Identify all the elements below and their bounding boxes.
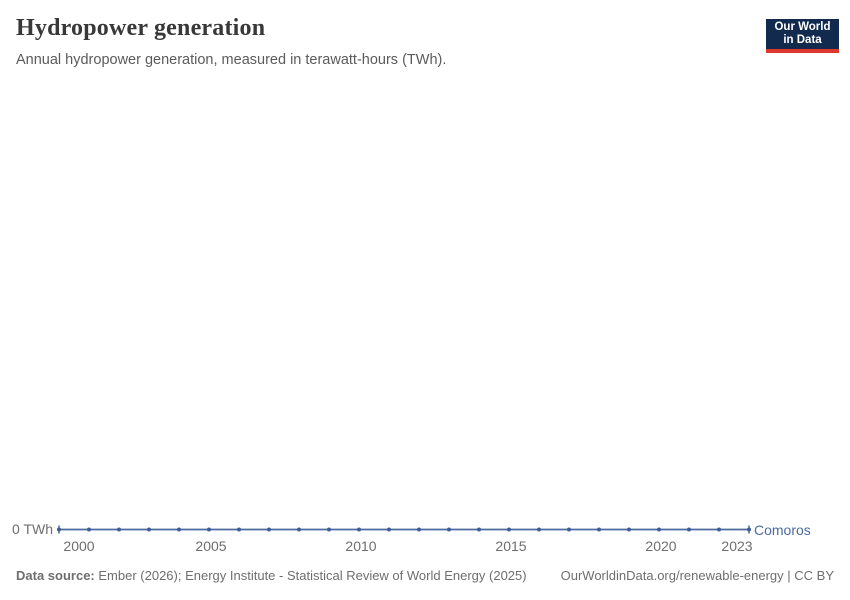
data-point-2014[interactable] [477,527,481,532]
data-point-2011[interactable] [387,527,391,532]
data-point-2022[interactable] [717,527,721,532]
series-label-comoros[interactable]: Comoros [754,521,811,538]
y-axis-zero-label: 0 TWh [12,521,53,537]
chart-footer: Data source: Ember (2026); Energy Instit… [16,568,834,583]
x-axis-label-2020: 2020 [645,538,677,554]
data-point-2023[interactable] [747,527,751,532]
data-point-2002[interactable] [117,527,121,532]
data-point-2001[interactable] [87,527,91,532]
owid-logo[interactable]: Our World in Data [766,19,839,53]
x-axis-label-2015: 2015 [495,538,527,554]
data-point-2000[interactable] [57,527,61,532]
data-point-2021[interactable] [687,527,691,532]
owid-url-link[interactable]: OurWorldinData.org/renewable-energy | CC… [560,568,834,583]
data-point-2008[interactable] [297,527,301,532]
data-point-2009[interactable] [327,527,331,532]
data-point-2015[interactable] [507,527,511,532]
data-point-2005[interactable] [207,527,211,532]
data-point-2004[interactable] [177,527,181,532]
data-point-2018[interactable] [597,527,601,532]
data-point-2017[interactable] [567,527,571,532]
data-source-label: Data source: [16,568,95,583]
chart-subtitle: Annual hydropower generation, measured i… [16,52,447,68]
x-axis-label-2000: 2000 [63,538,95,554]
data-source-note: Data source: Ember (2026); Energy Instit… [16,568,527,583]
data-point-2016[interactable] [537,527,541,532]
owid-logo-line2: in Data [783,34,822,46]
owid-logo-line1: Our World [774,21,831,33]
x-axis-label-2023: 2023 [721,538,753,554]
data-point-2003[interactable] [147,527,151,532]
data-point-2012[interactable] [417,527,421,532]
data-point-2020[interactable] [657,527,661,532]
data-point-2007[interactable] [267,527,271,532]
x-axis-label-2005: 2005 [195,538,227,554]
page-title: Hydropower generation [16,15,266,41]
data-point-2013[interactable] [447,527,451,532]
x-axis-label-2010: 2010 [345,538,377,554]
data-point-2006[interactable] [237,527,241,532]
data-source-text: Ember (2026); Energy Institute - Statist… [98,568,527,583]
data-point-2010[interactable] [357,527,361,532]
data-point-2019[interactable] [627,527,631,532]
